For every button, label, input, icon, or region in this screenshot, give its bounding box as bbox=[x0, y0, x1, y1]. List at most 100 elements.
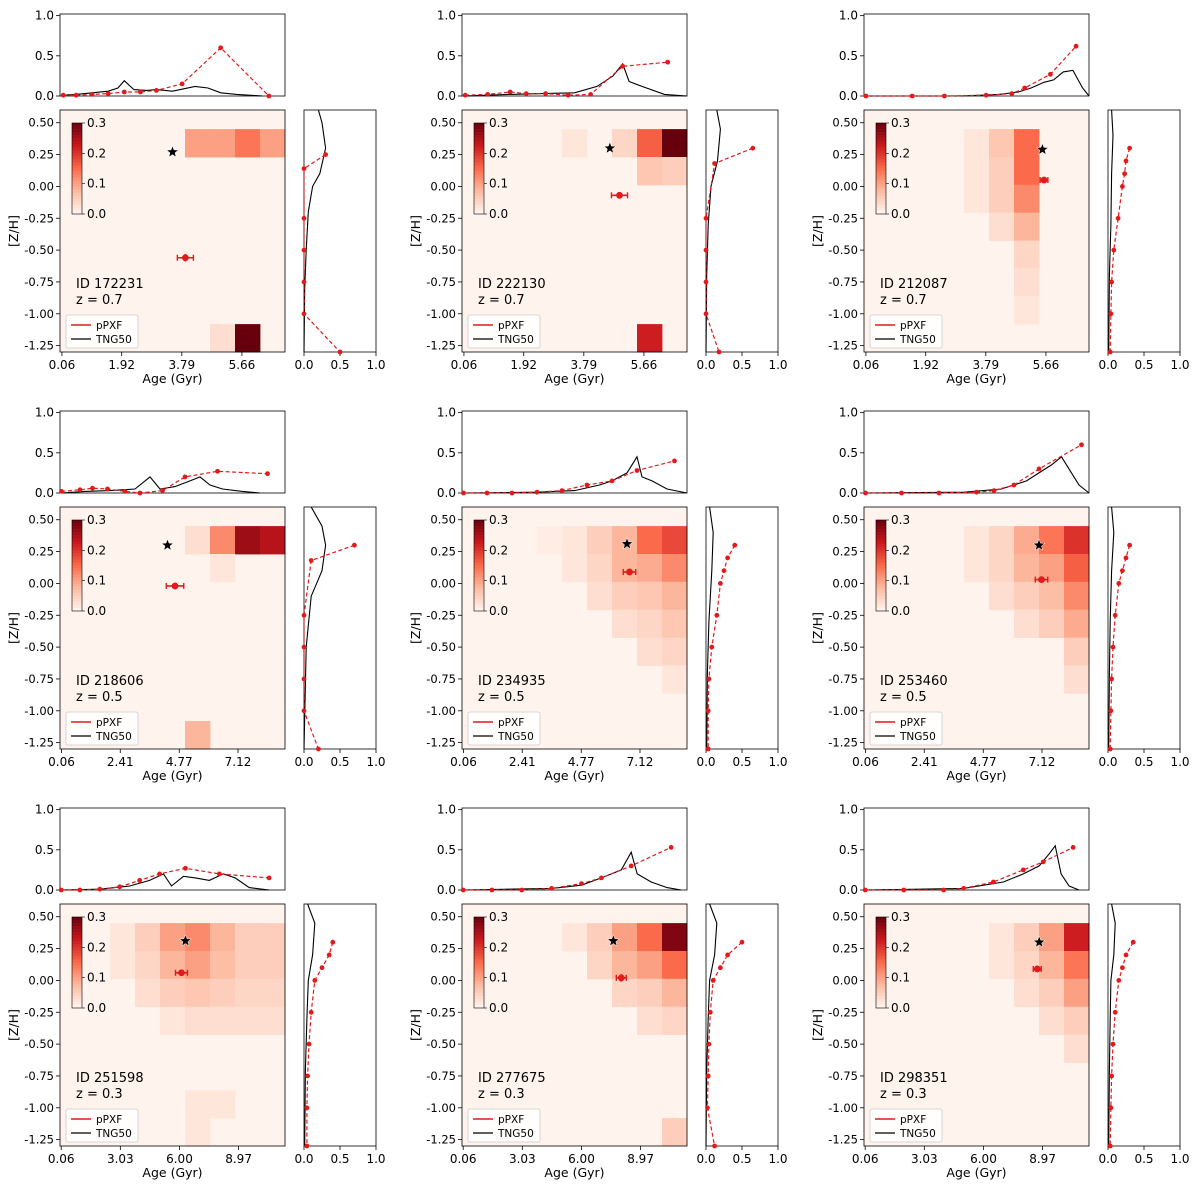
colorbar-step bbox=[72, 523, 82, 527]
colorbar-step bbox=[72, 595, 82, 600]
colorbar-step bbox=[876, 183, 886, 187]
heatmap-cell bbox=[235, 324, 261, 353]
legend-label-ppxf: pPXF bbox=[498, 320, 524, 332]
heatmap-cell bbox=[1064, 978, 1090, 1008]
side-xtick-label: 0.0 bbox=[1098, 358, 1117, 372]
redshift-label: z = 0.7 bbox=[76, 293, 123, 308]
colorbar-tick-label: 0.1 bbox=[87, 971, 106, 985]
ppxf-age-point bbox=[137, 490, 143, 496]
top-ytick-label: 0.5 bbox=[839, 446, 858, 460]
ppxf-age-point bbox=[941, 887, 946, 893]
colorbar-step bbox=[474, 129, 484, 133]
colorbar-step bbox=[72, 947, 82, 951]
zh-tick-label: -0.50 bbox=[828, 1037, 858, 1051]
colorbar-step bbox=[72, 950, 82, 954]
age-tick-label: 3.79 bbox=[972, 358, 999, 372]
ppxf-zh-point bbox=[1120, 568, 1125, 574]
colorbar-step bbox=[474, 153, 484, 157]
colorbar-step bbox=[876, 562, 886, 566]
ppxf-age-point bbox=[899, 490, 904, 496]
zh-tick-label: -0.25 bbox=[24, 211, 54, 225]
heatmap-cell bbox=[662, 581, 688, 611]
age-tick-label: 0.06 bbox=[852, 1152, 879, 1166]
colorbar-step bbox=[72, 174, 82, 178]
heatmap-cell bbox=[562, 526, 588, 555]
ppxf-age-point bbox=[1022, 85, 1028, 91]
colorbar-step bbox=[474, 150, 484, 154]
ppxf-age-point bbox=[138, 89, 143, 95]
top-ytick-label: 0.0 bbox=[35, 883, 54, 897]
colorbar-tick-label: 0.3 bbox=[87, 513, 106, 527]
ppxf-age-point bbox=[588, 92, 593, 97]
colorbar-step bbox=[876, 926, 886, 930]
colorbar-step bbox=[474, 932, 484, 936]
zh-tick-label: 0.00 bbox=[28, 576, 54, 590]
colorbar-step bbox=[72, 565, 82, 569]
tng50-age-line bbox=[61, 79, 263, 97]
side-xtick-label: 0.0 bbox=[294, 358, 313, 372]
side-xtick-label: 1.0 bbox=[366, 1152, 385, 1166]
ppxf-zh-point bbox=[1127, 145, 1132, 151]
heatmap-cell bbox=[1014, 212, 1040, 241]
ppxf-age-point bbox=[160, 488, 165, 493]
colorbar-step bbox=[876, 998, 886, 1003]
ppxf-age-point bbox=[961, 886, 966, 891]
colorbar-step bbox=[72, 529, 82, 533]
zh-tick-label: -1.00 bbox=[24, 307, 54, 321]
ppxf-age-point bbox=[983, 92, 989, 98]
colorbar-step bbox=[474, 192, 484, 197]
ppxf-zh-point bbox=[1130, 939, 1136, 945]
heatmap-cell bbox=[160, 978, 186, 1008]
heatmap-cell bbox=[1014, 609, 1040, 638]
side-marginal-frame bbox=[1107, 506, 1181, 750]
colorbar-tick-label: 0.2 bbox=[489, 543, 508, 557]
colorbar-tick-label: 0.0 bbox=[87, 604, 106, 618]
heatmap-cell bbox=[989, 923, 1015, 952]
colorbar-step bbox=[474, 962, 484, 966]
colorbar-step bbox=[876, 944, 886, 948]
colorbar-step bbox=[876, 538, 886, 542]
colorbar-step bbox=[474, 944, 484, 948]
colorbar-step bbox=[474, 598, 484, 603]
colorbar-step bbox=[474, 126, 484, 130]
y-axis-label: [Z/H] bbox=[408, 215, 423, 247]
ppxf-zh-point bbox=[1108, 1105, 1114, 1111]
heatmap-cell bbox=[110, 923, 136, 952]
age-tick-label: 0.06 bbox=[852, 755, 879, 769]
legend-label-ppxf: pPXF bbox=[96, 1114, 122, 1126]
ppxf-zh-point bbox=[316, 746, 321, 752]
colorbar-step bbox=[876, 920, 886, 924]
side-xtick-label: 0.5 bbox=[732, 1152, 751, 1166]
colorbar-step bbox=[474, 595, 484, 600]
tng50-age-line bbox=[61, 873, 270, 891]
heatmap-frame bbox=[863, 903, 1090, 1147]
heatmap-cell bbox=[537, 526, 563, 555]
colorbar-step bbox=[72, 574, 82, 578]
top-ytick-label: 0.5 bbox=[437, 446, 456, 460]
side-xtick-label: 0.0 bbox=[1098, 755, 1117, 769]
colorbar-step bbox=[72, 538, 82, 542]
zh-tick-label: 0.25 bbox=[430, 942, 456, 956]
colorbar-step bbox=[474, 607, 484, 612]
heatmap-cell bbox=[662, 609, 688, 638]
colorbar-step bbox=[72, 962, 82, 966]
ppxf-mean-marker bbox=[178, 969, 185, 977]
colorbar-step bbox=[876, 586, 886, 591]
ppxf-zh-point bbox=[705, 1105, 710, 1111]
heatmap-cell bbox=[235, 923, 261, 952]
side-xtick-label: 0.5 bbox=[732, 755, 751, 769]
colorbar-step bbox=[474, 920, 484, 924]
colorbar-tick-label: 0.2 bbox=[87, 146, 106, 160]
panel-4: 0.50 0.25 0.00 -0.25 -0.50 -0.75 -1.00 -1.25 [Z/… bbox=[6, 406, 386, 783]
colorbar-step bbox=[72, 544, 82, 548]
colorbar-step bbox=[474, 950, 484, 954]
ppxf-zh-point bbox=[1109, 279, 1114, 285]
ppxf-age-line bbox=[865, 846, 1074, 891]
zh-tick-label: -0.50 bbox=[24, 640, 54, 654]
legend-box bbox=[869, 1108, 943, 1143]
colorbar-step bbox=[72, 571, 82, 575]
ppxf-age-point bbox=[266, 93, 272, 99]
colorbar-step bbox=[474, 577, 484, 581]
star-marker bbox=[603, 141, 617, 154]
side-xtick-label: 0.0 bbox=[1098, 1152, 1117, 1166]
